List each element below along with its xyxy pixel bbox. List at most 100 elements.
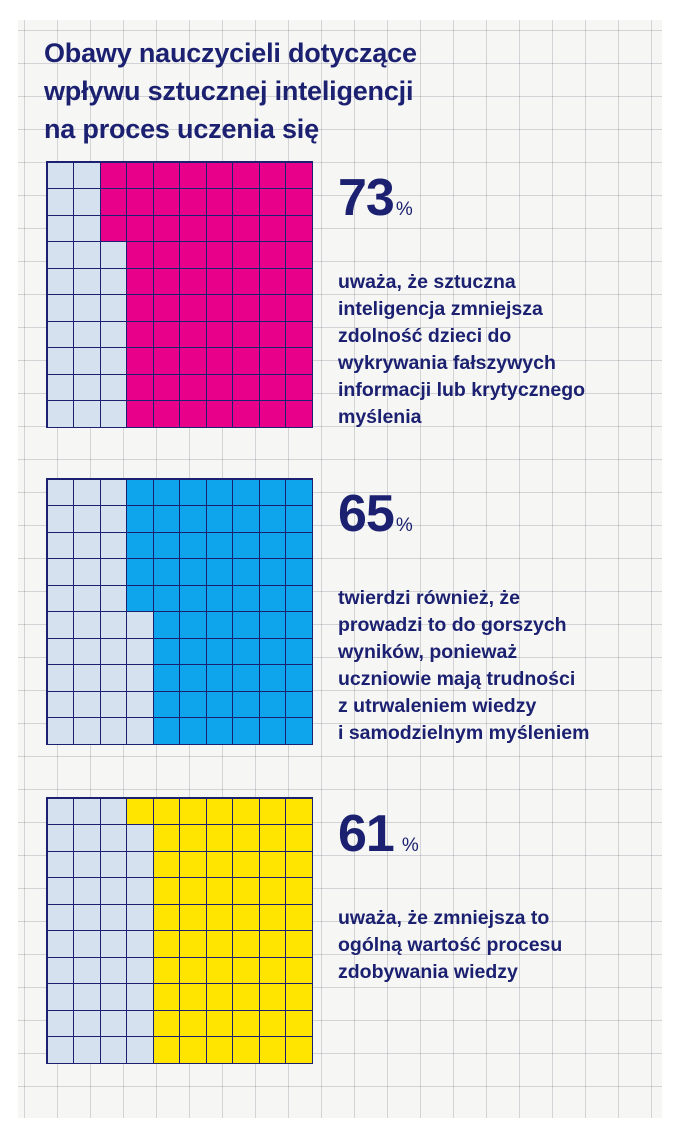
waffle-cell: [285, 1009, 313, 1037]
waffle-cell: [46, 373, 74, 401]
waffle-cell: [73, 294, 101, 322]
waffle-cell: [73, 531, 101, 559]
waffle-cell: [285, 531, 313, 559]
waffle-cell: [285, 611, 313, 639]
waffle-cell: [46, 584, 74, 612]
waffle-cell: [258, 877, 286, 905]
waffle-cell: [232, 717, 260, 745]
waffle-cell: [73, 584, 101, 612]
waffle-cell: [258, 930, 286, 958]
waffle-cell: [232, 956, 260, 984]
waffle-cell: [73, 664, 101, 692]
waffle-cell: [285, 294, 313, 322]
waffle-chart-73: [46, 161, 313, 428]
stat-block-61: 61% uważa, że zmniejsza to ogólną wartoś…: [338, 806, 648, 986]
waffle-cell: [73, 347, 101, 375]
waffle-cell: [73, 188, 101, 216]
waffle-cell: [232, 505, 260, 533]
waffle-cell: [179, 824, 207, 852]
waffle-cell: [46, 850, 74, 878]
waffle-cell: [126, 717, 154, 745]
waffle-cell: [258, 1009, 286, 1037]
waffle-cell: [152, 188, 180, 216]
waffle-cell: [232, 320, 260, 348]
waffle-chart-61: [46, 797, 313, 1064]
waffle-cell: [232, 1009, 260, 1037]
waffle-cell: [179, 956, 207, 984]
waffle-cell: [205, 1009, 233, 1037]
waffle-cell: [99, 373, 127, 401]
waffle-cell: [258, 983, 286, 1011]
waffle-cell: [152, 637, 180, 665]
waffle-cell: [46, 478, 74, 506]
waffle-cell: [99, 241, 127, 269]
waffle-cell: [232, 664, 260, 692]
waffle-cell: [285, 320, 313, 348]
waffle-cell: [73, 400, 101, 428]
waffle-cell: [99, 664, 127, 692]
waffle-cell: [73, 637, 101, 665]
waffle-cell: [179, 903, 207, 931]
waffle-cell: [258, 531, 286, 559]
waffle-cell: [285, 717, 313, 745]
waffle-cell: [126, 558, 154, 586]
waffle-cell: [46, 903, 74, 931]
waffle-cell: [205, 294, 233, 322]
waffle-cell: [152, 267, 180, 295]
waffle-cell: [99, 531, 127, 559]
waffle-cell: [152, 161, 180, 189]
waffle-cell: [46, 877, 74, 905]
waffle-cell: [258, 824, 286, 852]
waffle-cell: [205, 877, 233, 905]
waffle-cell: [152, 214, 180, 242]
waffle-cell: [232, 611, 260, 639]
waffle-cell: [73, 267, 101, 295]
waffle-cell: [258, 611, 286, 639]
waffle-cell: [285, 824, 313, 852]
waffle-cell: [205, 347, 233, 375]
waffle-cell: [205, 320, 233, 348]
waffle-cell: [179, 850, 207, 878]
waffle-cell: [179, 400, 207, 428]
waffle-cell: [99, 797, 127, 825]
waffle-cell: [285, 161, 313, 189]
waffle-cell: [126, 797, 154, 825]
waffle-cell: [46, 531, 74, 559]
waffle-cell: [232, 637, 260, 665]
waffle-cell: [46, 161, 74, 189]
waffle-cell: [99, 214, 127, 242]
waffle-cell: [285, 188, 313, 216]
waffle-cell: [152, 373, 180, 401]
waffle-cell: [258, 267, 286, 295]
waffle-cell: [232, 400, 260, 428]
waffle-cell: [73, 611, 101, 639]
waffle-cell: [152, 930, 180, 958]
title-line: na proces uczenia się: [44, 114, 319, 144]
waffle-cell: [152, 400, 180, 428]
waffle-cell: [73, 797, 101, 825]
waffle-cell: [179, 267, 207, 295]
waffle-cell: [205, 267, 233, 295]
waffle-cell: [126, 478, 154, 506]
waffle-cell: [205, 956, 233, 984]
waffle-cell: [73, 717, 101, 745]
waffle-cell: [179, 373, 207, 401]
waffle-cell: [232, 903, 260, 931]
waffle-cell: [179, 558, 207, 586]
waffle-cell: [258, 903, 286, 931]
waffle-cell: [99, 1009, 127, 1037]
waffle-cell: [126, 903, 154, 931]
waffle-cell: [99, 161, 127, 189]
waffle-cell: [179, 505, 207, 533]
waffle-cell: [285, 347, 313, 375]
waffle-cell: [46, 294, 74, 322]
waffle-cell: [179, 690, 207, 718]
waffle-cell: [285, 637, 313, 665]
percent-sign: %: [401, 835, 419, 856]
waffle-cell: [258, 717, 286, 745]
waffle-cell: [285, 664, 313, 692]
waffle-cell: [232, 478, 260, 506]
stat-block-65: 65% twierdzi również, że prowadzi to do …: [338, 486, 648, 747]
waffle-cell: [179, 717, 207, 745]
waffle-cell: [285, 505, 313, 533]
